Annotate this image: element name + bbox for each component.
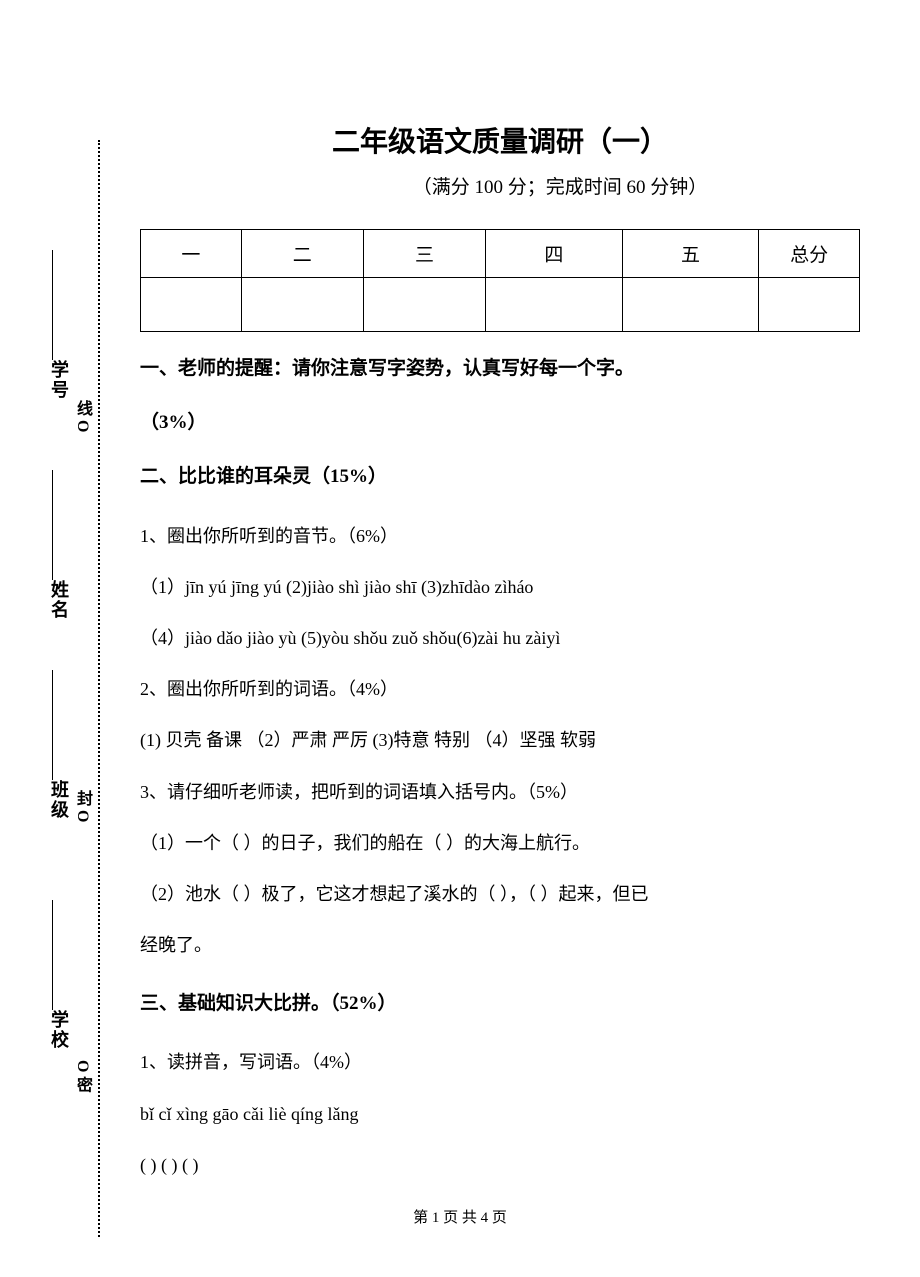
- line-school: [52, 900, 53, 1010]
- score-table: 一 二 三 四 五 总分: [140, 229, 860, 332]
- section2-q3-line2: （2）池水（ ）极了，它这才想起了溪水的（ ），（ ）起来，但已: [140, 873, 860, 916]
- section1-weight: （3%）: [140, 406, 860, 440]
- section2-q3: 3、请仔细听老师读，把听到的词语填入括号内。（5%）: [140, 771, 860, 814]
- section2-q1-line1: （1）jīn yú jīng yú (2)jiào shì jiào shī (…: [140, 566, 860, 609]
- dotted-line: [98, 140, 100, 1237]
- line-class: [52, 670, 53, 780]
- section2-q1: 1、圈出你所听到的音节。（6%）: [140, 515, 860, 558]
- seal-xian: 线 O: [70, 400, 94, 432]
- cell-4: [486, 278, 623, 332]
- label-school: 学校: [46, 1010, 72, 1050]
- section2-q2: 2、圈出你所听到的词语。（4%）: [140, 668, 860, 711]
- col-4: 四: [486, 230, 623, 278]
- col-3: 三: [363, 230, 485, 278]
- line-id: [52, 250, 53, 360]
- binding-margin: O 密 学校 封 O 班级 姓名 线 O 学号: [50, 140, 110, 1237]
- table-header-row: 一 二 三 四 五 总分: [141, 230, 860, 278]
- exam-subtitle: （满分 100 分；完成时间 60 分钟）: [140, 172, 860, 199]
- exam-title: 二年级语文质量调研（一）: [140, 120, 860, 160]
- col-5: 五: [622, 230, 759, 278]
- cell-2: [241, 278, 363, 332]
- seal-mi: O 密: [70, 1060, 94, 1092]
- section2-q2-line1: (1) 贝壳 备课 （2）严肃 严厉 (3)特意 特别 （4）坚强 软弱: [140, 719, 860, 762]
- col-1: 一: [141, 230, 242, 278]
- line-name: [52, 470, 53, 580]
- section2-q3-line3: 经晚了。: [140, 924, 860, 967]
- section3-q1-blanks: ( ) ( ) ( ): [140, 1144, 860, 1187]
- cell-1: [141, 278, 242, 332]
- section3-q1: 1、读拼音，写词语。（4%）: [140, 1041, 860, 1084]
- section1-heading: 一、老师的提醒：请你注意写字姿势，认真写好每一个字。: [140, 352, 860, 386]
- cell-5: [622, 278, 759, 332]
- section2-heading: 二、比比谁的耳朵灵（15%）: [140, 460, 860, 494]
- section2-q3-line1: （1）一个（ ）的日子，我们的船在（ ）的大海上航行。: [140, 822, 860, 865]
- label-name: 姓名: [46, 580, 72, 620]
- label-id: 学号: [46, 360, 72, 400]
- col-2: 二: [241, 230, 363, 278]
- section3-heading: 三、基础知识大比拼。（52%）: [140, 987, 860, 1021]
- seal-feng: 封 O: [70, 790, 94, 822]
- content-area: 二年级语文质量调研（一） （满分 100 分；完成时间 60 分钟） 一 二 三…: [140, 120, 860, 1195]
- col-total: 总分: [759, 230, 860, 278]
- cell-total: [759, 278, 860, 332]
- cell-3: [363, 278, 485, 332]
- vertical-labels: O 密 学校 封 O 班级 姓名 线 O 学号: [50, 140, 90, 1237]
- page-footer: 第 1 页 共 4 页: [0, 1206, 920, 1227]
- section2-q1-line2: （4）jiào dǎo jiào yù (5)yòu shǒu zuǒ shǒu…: [140, 617, 860, 660]
- section3-q1-pinyin: bǐ cǐ xìng gāo cǎi liè qíng lǎng: [140, 1093, 860, 1136]
- label-class: 班级: [46, 780, 72, 820]
- table-score-row: [141, 278, 860, 332]
